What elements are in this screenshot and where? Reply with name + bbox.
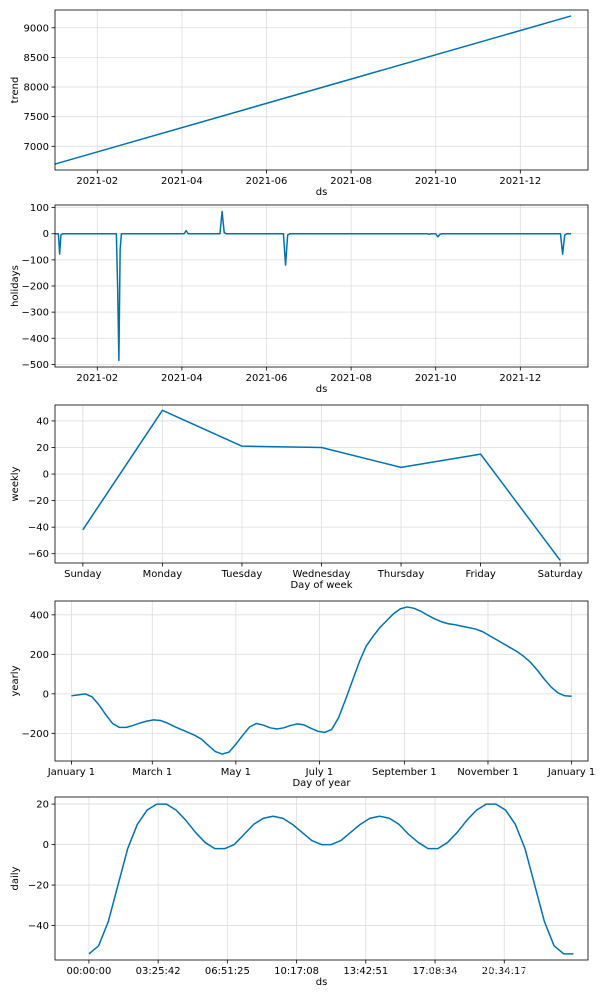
daily-axes-frame — [54, 796, 589, 961]
weekly-y-axis-label: weekly — [10, 466, 21, 501]
holidays-x-tick-label: 2021-02 — [76, 373, 118, 384]
yearly-x-tick-label: January 1 — [47, 767, 95, 778]
daily-y-tick-label: −20 — [28, 881, 49, 892]
weekly-panel: Sunday Monday Tuesday Wednesday Thursday Frid… — [10, 404, 589, 591]
daily-panel: 00:00:00 03:25:42 06:51:25 10:17:08 13:42:51… — [10, 796, 589, 988]
daily-x-tick-label: 00:00:00 — [66, 966, 111, 977]
daily-x-tick-label: 17:08:34 — [413, 966, 458, 977]
holidays-y-axis-label: holidays — [10, 265, 21, 307]
yearly-y-tick-label: 200 — [30, 650, 49, 661]
holidays-y-tick-label: −100 — [22, 255, 49, 266]
holidays-panel: 2021-02 2021-04 2021-06 2021-08 2021-10 2021-… — [10, 203, 589, 395]
weekly-x-tick-label: Sunday — [64, 569, 101, 580]
trend-x-tick-label: 2021-08 — [330, 176, 372, 187]
holidays-y-tick-label: −500 — [22, 360, 49, 371]
holidays-y-tick-label: −400 — [22, 334, 49, 345]
trend-y-tick-label: 7000 — [24, 142, 49, 153]
daily-x-tick-label: 03:25:42 — [136, 966, 181, 977]
daily-y-tick-label: 20 — [36, 800, 49, 811]
holidays-x-tick-label: 2021-10 — [415, 373, 457, 384]
yearly-x-tick-label: November 1 — [457, 767, 519, 778]
daily-series-line — [88, 803, 574, 955]
yearly-x-tick-label: September 1 — [372, 767, 437, 778]
trend-y-axis-label: trend — [10, 77, 21, 104]
daily-y-axis-label: daily — [10, 866, 21, 890]
daily-y-tick-label: −40 — [28, 921, 49, 932]
holidays-x-tick-label: 2021-12 — [499, 373, 541, 384]
trend-y-tick-label: 8000 — [24, 83, 49, 94]
trend-y-tick-label: 7500 — [24, 112, 49, 123]
yearly-y-axis-label: yearly — [10, 665, 21, 696]
holidays-x-tick-label: 2021-06 — [246, 373, 288, 384]
holidays-x-tick-label: 2021-08 — [330, 373, 372, 384]
weekly-y-tick-label: 40 — [36, 416, 49, 427]
holidays-y-tick-label: 0 — [43, 229, 49, 240]
trend-y-tick-label: 8500 — [24, 53, 49, 64]
weekly-y-tick-label: 20 — [36, 443, 49, 454]
daily-x-tick-label: 13:42:51 — [343, 966, 388, 977]
yearly-y-tick-label: −200 — [22, 729, 49, 740]
weekly-x-axis-label: Day of week — [290, 580, 352, 591]
yearly-x-tick-label: March 1 — [132, 767, 172, 778]
trend-axes-frame — [54, 9, 589, 171]
weekly-y-tick-label: −40 — [28, 523, 49, 534]
weekly-x-tick-label: Saturday — [538, 569, 583, 580]
yearly-series-line — [71, 606, 572, 755]
yearly-axes-frame — [54, 600, 589, 762]
trend-x-tick-label: 2021-02 — [76, 176, 118, 187]
yearly-x-tick-label: January 1 — [547, 767, 595, 778]
trend-x-tick-label: 2021-04 — [161, 176, 203, 187]
holidays-series-line — [55, 210, 572, 362]
daily-x-tick-label: 06:51:25 — [205, 966, 250, 977]
weekly-x-tick-label: Wednesday — [293, 569, 351, 580]
trend-x-axis-label: ds — [316, 187, 328, 198]
holidays-y-tick-label: −300 — [22, 308, 49, 319]
trend-panel: 2021-02 2021-04 2021-06 2021-08 2021-10 2021-… — [10, 9, 589, 198]
holidays-y-tick-label: −200 — [22, 282, 49, 293]
weekly-y-tick-label: 0 — [43, 470, 49, 481]
yearly-panel: January 1 March 1 May 1 July 1 September 1 No… — [10, 600, 595, 789]
trend-x-tick-label: 2021-06 — [246, 176, 288, 187]
daily-x-axis-label: ds — [316, 977, 328, 988]
watermark-text: 知乎 @Python读财 — [424, 961, 529, 975]
weekly-y-tick-label: −60 — [28, 549, 49, 560]
trend-x-tick-label: 2021-10 — [415, 176, 457, 187]
yearly-y-tick-label: 0 — [43, 689, 49, 700]
weekly-series-line — [82, 409, 561, 561]
trend-y-tick-label: 9000 — [24, 23, 49, 34]
weekly-x-tick-label: Thursday — [377, 569, 425, 580]
yearly-x-tick-label: May 1 — [221, 767, 251, 778]
weekly-x-tick-label: Friday — [465, 569, 495, 580]
trend-x-tick-label: 2021-12 — [499, 176, 541, 187]
trend-series-line — [54, 15, 572, 165]
weekly-x-tick-label: Monday — [143, 569, 183, 580]
holidays-x-axis-label: ds — [316, 384, 328, 395]
daily-y-tick-label: 0 — [43, 840, 49, 851]
holidays-x-tick-label: 2021-04 — [161, 373, 203, 384]
holidays-y-tick-label: 100 — [30, 203, 49, 214]
weekly-x-tick-label: Tuesday — [221, 569, 263, 580]
yearly-x-axis-label: Day of year — [292, 778, 351, 789]
daily-x-tick-label: 20:34:17 — [482, 966, 527, 977]
yearly-y-tick-label: 400 — [30, 610, 49, 621]
daily-x-tick-label: 10:17:08 — [274, 966, 319, 977]
weekly-y-tick-label: −20 — [28, 496, 49, 507]
yearly-x-tick-label: July 1 — [305, 767, 334, 778]
